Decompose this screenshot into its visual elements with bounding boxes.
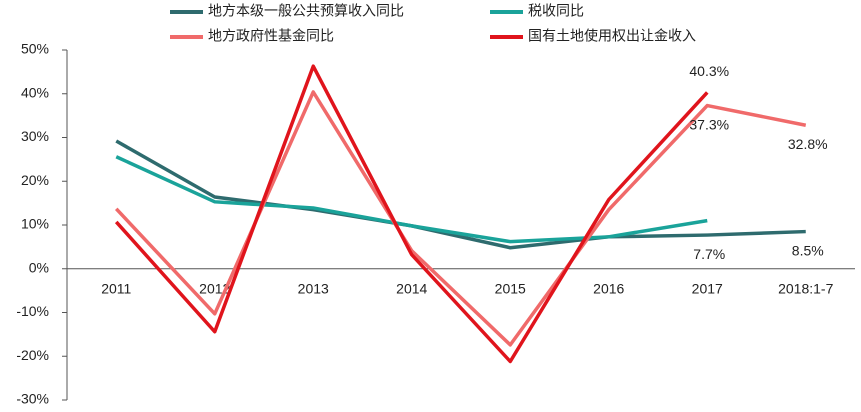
x-tick-label: 2015 — [495, 280, 526, 296]
line-series — [114, 90, 807, 347]
data-label: 37.3% — [689, 116, 729, 132]
x-tick-label: 2013 — [298, 280, 329, 296]
x-tick-label: 2018:1-7 — [778, 280, 833, 296]
y-tick-label: -20% — [16, 347, 49, 363]
line-series — [115, 139, 806, 250]
y-tick-label: 30% — [21, 128, 49, 144]
y-tick-label: 40% — [21, 84, 49, 100]
data-label: 8.5% — [792, 242, 824, 258]
data-label: 7.7% — [693, 246, 725, 262]
line-series — [114, 64, 709, 364]
y-tick-label: -30% — [16, 391, 49, 407]
line-series — [115, 155, 708, 244]
y-tick-label: 20% — [21, 172, 49, 188]
y-tick-label: -10% — [16, 303, 49, 319]
x-tick-label: 2011 — [101, 280, 131, 296]
legend-label: 国有土地使用权出让金收入 — [528, 28, 696, 44]
x-tick-label: 2016 — [593, 280, 624, 296]
y-tick-label: 10% — [21, 216, 49, 232]
y-tick-label: 0% — [29, 259, 49, 275]
legend-label: 税收同比 — [528, 3, 584, 19]
legend-label: 地方政府性基金同比 — [208, 28, 334, 44]
y-tick-label: 50% — [21, 41, 49, 57]
x-tick-label: 2014 — [396, 280, 427, 296]
legend-label: 地方本级一般公共预算收入同比 — [208, 3, 404, 19]
x-tick-label: 2017 — [692, 280, 723, 296]
data-label: 32.8% — [788, 136, 828, 152]
data-label: 40.3% — [689, 63, 729, 79]
